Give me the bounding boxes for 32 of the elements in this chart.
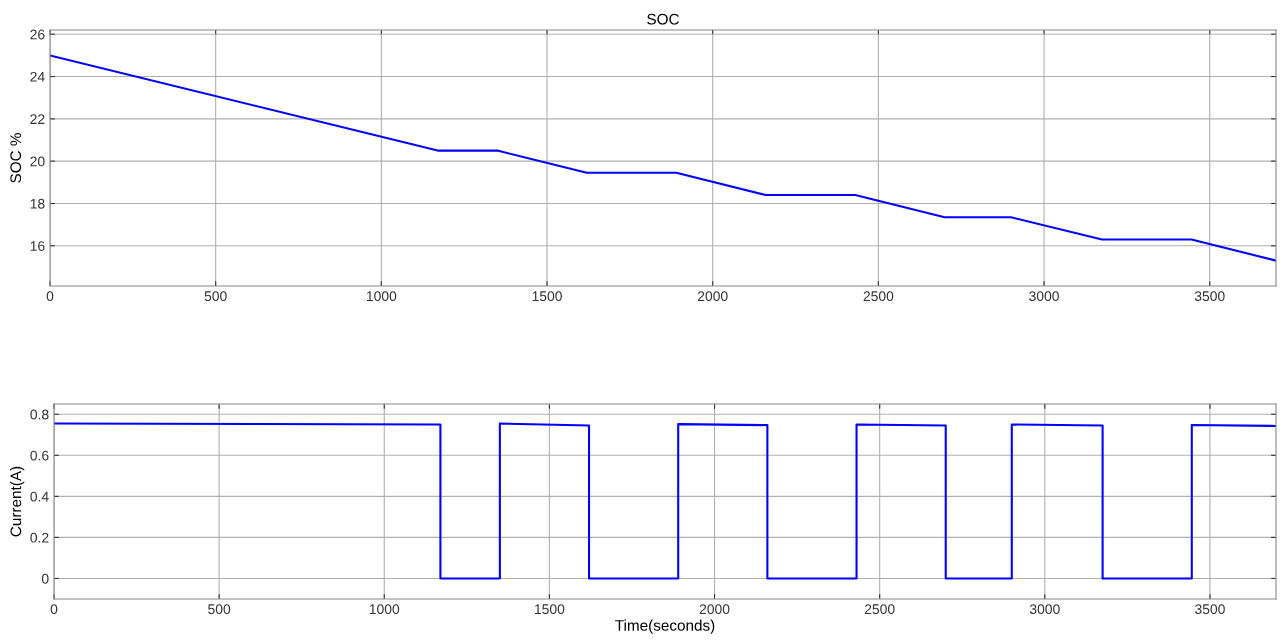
- x-tick-label: 3500: [1195, 604, 1225, 615]
- x-tick-label: 0: [50, 604, 58, 615]
- x-axis-title: Time(seconds): [615, 619, 715, 634]
- x-tick-label: 1000: [369, 604, 400, 615]
- y-tick-label: 18: [30, 198, 45, 209]
- x-tick-label: 1500: [535, 604, 565, 615]
- x-tick-label: 500: [208, 604, 231, 615]
- x-tick-label: 3000: [1029, 604, 1060, 615]
- x-tick-label: 2000: [699, 604, 730, 615]
- y-tick-label: 0.2: [30, 532, 49, 543]
- chart-title: SOC: [647, 13, 679, 25]
- y-tick-label: 20: [30, 156, 45, 167]
- x-tick-label: 1000: [366, 291, 397, 302]
- y-tick-label: 16: [30, 241, 45, 251]
- x-tick-label: 1500: [532, 291, 562, 302]
- x-tick-label: 500: [204, 291, 227, 302]
- x-tick-label: 2500: [863, 291, 894, 302]
- y-axis-title: Current(A): [10, 466, 25, 537]
- x-tick-label: 2000: [697, 291, 728, 302]
- x-tick-label: 3000: [1029, 291, 1059, 302]
- y-tick-label: 0.8: [30, 409, 49, 420]
- y-axis-title: SOC %: [10, 133, 22, 183]
- y-tick-label: 0.6: [30, 450, 49, 461]
- y-tick-label: 0: [41, 573, 49, 584]
- y-tick-label: 22: [30, 114, 45, 124]
- line-series: [54, 422, 1276, 580]
- line-series: [50, 54, 1276, 262]
- y-tick-label: 24: [30, 71, 45, 82]
- x-tick-label: 3500: [1194, 291, 1225, 302]
- y-tick-label: 26: [30, 29, 45, 40]
- y-tick-label: 0.4: [30, 491, 49, 502]
- x-tick-label: 2500: [864, 604, 895, 615]
